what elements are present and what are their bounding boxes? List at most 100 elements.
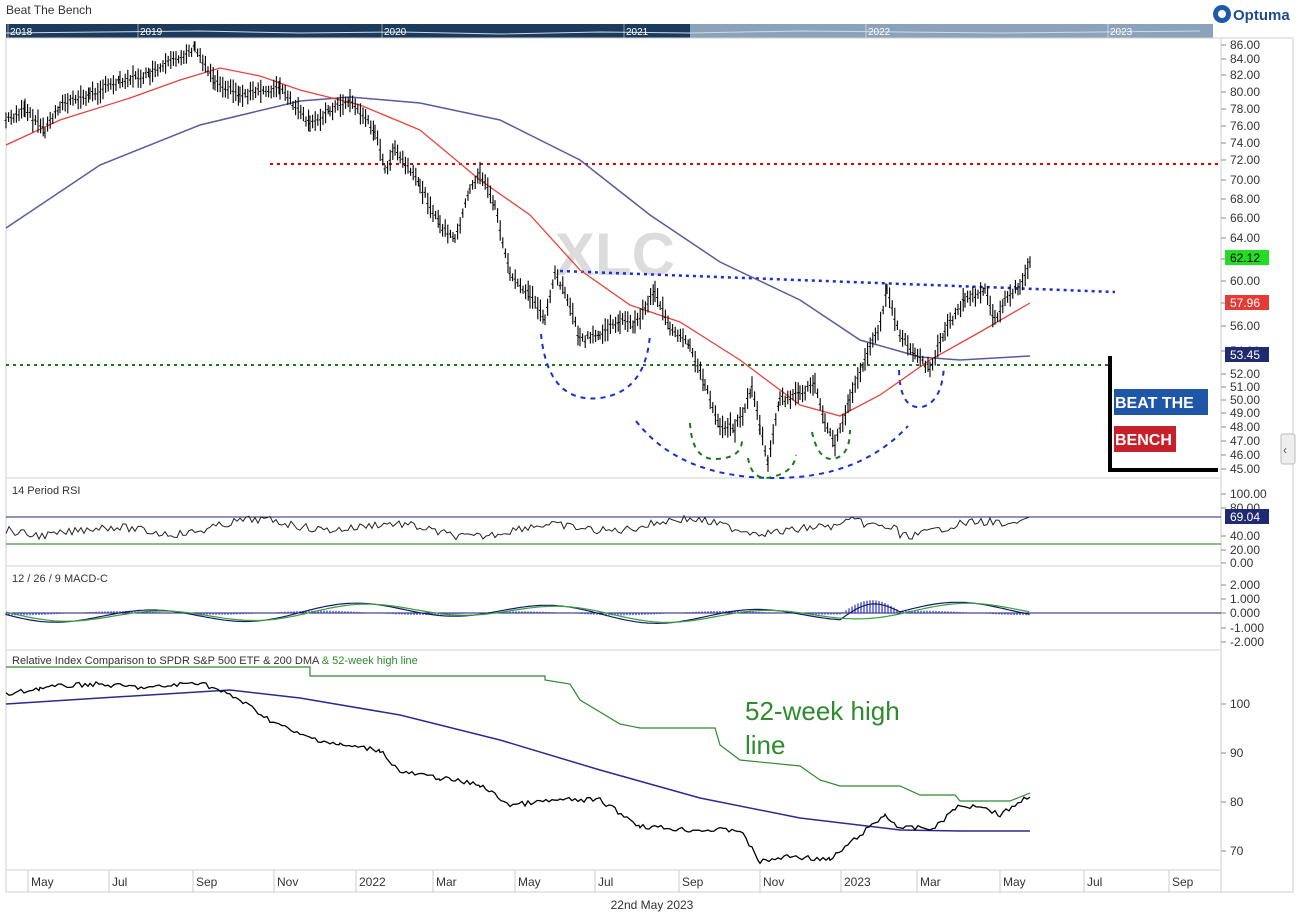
x-tick-label: 2023 bbox=[844, 875, 871, 889]
macd-title: 12 / 26 / 9 MACD-C bbox=[12, 573, 108, 585]
relative-tick-label: 80 bbox=[1230, 795, 1244, 809]
timeline-year-2019: 2019 bbox=[140, 27, 163, 38]
relative-title: Relative Index Comparison to SPDR S&P 50… bbox=[12, 655, 418, 667]
rsi-panel: 14 Period RSI 100.0080.0040.0020.000.00 … bbox=[5, 485, 1269, 570]
macd-tick-label: 2.000 bbox=[1230, 578, 1260, 592]
x-tick-label: 2022 bbox=[359, 875, 386, 889]
price-tick-label: 47.00 bbox=[1230, 434, 1260, 448]
timeline-year-2018: 2018 bbox=[10, 27, 33, 38]
price-tick-label: 72.00 bbox=[1230, 153, 1260, 167]
ma50-line bbox=[5, 67, 1031, 417]
timeline-year-2021: 2021 bbox=[626, 27, 649, 38]
rsi-tick-label: 40.00 bbox=[1230, 529, 1260, 543]
relative-axis: 100 90 80 70 bbox=[1221, 697, 1250, 858]
relative-comparison-panel: Relative Index Comparison to SPDR S&P 50… bbox=[5, 655, 1250, 865]
macd-panel: 12 / 26 / 9 MACD-C 2.0001.0000.000-1.000… bbox=[5, 573, 1264, 649]
x-tick-label: Jul bbox=[112, 875, 127, 889]
price-tick-label: 68.00 bbox=[1230, 192, 1260, 206]
x-tick-label: Mar bbox=[920, 875, 941, 889]
annotation-line: line bbox=[745, 730, 785, 760]
macd-tick-label: 1.000 bbox=[1230, 592, 1260, 606]
timeline-year-2022: 2022 bbox=[868, 27, 891, 38]
x-tick-label: May bbox=[1003, 875, 1026, 889]
timeline-year-2020: 2020 bbox=[384, 27, 407, 38]
price-tick-label: 80.00 bbox=[1230, 85, 1260, 99]
relative-tick-label: 100 bbox=[1230, 697, 1250, 711]
svg-text:62.12: 62.12 bbox=[1230, 251, 1260, 265]
app-title: Beat The Bench bbox=[6, 3, 92, 17]
last-price-badge: 62.12 bbox=[1225, 250, 1269, 265]
scroll-right-button[interactable]: ‹ bbox=[1280, 433, 1296, 465]
rsi-tick-label: 100.00 bbox=[1230, 487, 1267, 501]
beat-the-bench-logo: BEAT THE BENCH bbox=[1108, 356, 1218, 472]
price-tick-label: 78.00 bbox=[1230, 102, 1260, 116]
price-tick-label: 66.00 bbox=[1230, 211, 1260, 225]
ma200-line bbox=[5, 96, 1031, 361]
timeline-year-2023: 2023 bbox=[1110, 27, 1133, 38]
chevron-left-icon: ‹ bbox=[1283, 443, 1287, 457]
rsi-title: 14 Period RSI bbox=[12, 485, 80, 497]
macd-tick-label: 0.000 bbox=[1230, 606, 1260, 620]
price-tick-label: 51.00 bbox=[1230, 380, 1260, 394]
price-tick-label: 64.00 bbox=[1230, 231, 1260, 245]
price-tick-label: 74.00 bbox=[1230, 136, 1260, 150]
optuma-brand: Optuma bbox=[1233, 7, 1290, 24]
svg-text:57.96: 57.96 bbox=[1230, 296, 1260, 310]
rsi-line bbox=[5, 514, 1030, 541]
relative-tick-label: 70 bbox=[1230, 844, 1244, 858]
x-tick-label: Jul bbox=[598, 875, 613, 889]
relative-tick-label: 90 bbox=[1230, 746, 1244, 760]
relative-line bbox=[5, 680, 1031, 865]
macd-tick-label: -1.000 bbox=[1230, 621, 1264, 635]
price-tick-label: 76.00 bbox=[1230, 119, 1260, 133]
annotation-52-week-high: 52-week high bbox=[745, 696, 900, 726]
macd-signal-line bbox=[5, 602, 1030, 624]
x-tick-label: Sep bbox=[682, 875, 704, 889]
high52-line bbox=[6, 666, 1031, 802]
x-tick-label: Sep bbox=[196, 875, 218, 889]
x-tick-label: Mar bbox=[436, 875, 457, 889]
price-tick-label: 84.00 bbox=[1230, 52, 1260, 66]
logo-line1: BEAT THE bbox=[1115, 395, 1194, 412]
relative-ma-line bbox=[5, 689, 1030, 832]
price-tick-label: 56.00 bbox=[1230, 319, 1260, 333]
timeline-navigator[interactable]: 2018 2019 2020 2021 2022 2023 bbox=[5, 24, 1213, 38]
head-and-shoulders-arcs bbox=[540, 333, 945, 480]
logo-line2: BENCH bbox=[1115, 432, 1172, 449]
ma200-badge: 53.45 bbox=[1225, 347, 1269, 362]
x-tick-label: Jul bbox=[1087, 875, 1102, 889]
price-tick-label: 82.00 bbox=[1230, 68, 1260, 82]
svg-text:69.04: 69.04 bbox=[1230, 510, 1260, 524]
ma50-badge: 57.96 bbox=[1225, 295, 1269, 310]
rsi-tick-label: 0.00 bbox=[1230, 556, 1254, 570]
chart-date: 22nd May 2023 bbox=[611, 898, 694, 912]
price-tick-label: 60.00 bbox=[1230, 274, 1260, 288]
price-tick-label: 52.00 bbox=[1230, 367, 1260, 381]
svg-text:53.45: 53.45 bbox=[1230, 348, 1260, 362]
price-tick-label: 48.00 bbox=[1230, 420, 1260, 434]
x-tick-label: Nov bbox=[277, 875, 298, 889]
price-tick-label: 50.00 bbox=[1230, 393, 1260, 407]
x-tick-label: May bbox=[31, 875, 54, 889]
price-tick-label: 86.00 bbox=[1230, 38, 1260, 52]
panel-frames bbox=[5, 37, 1294, 893]
price-bars bbox=[4, 41, 1031, 472]
price-tick-label: 70.00 bbox=[1230, 173, 1260, 187]
price-tick-label: 45.00 bbox=[1230, 462, 1260, 476]
rsi-tick-label: 20.00 bbox=[1230, 543, 1260, 557]
optuma-logo: Optuma bbox=[1213, 5, 1290, 24]
x-axis: May Jul Sep Nov 2022 Mar May Jul Sep Nov 2023 Mar Ma… bbox=[27, 870, 1194, 892]
rsi-badge: 69.04 bbox=[1225, 509, 1269, 524]
price-tick-label: 49.00 bbox=[1230, 406, 1260, 420]
x-tick-label: Sep bbox=[1172, 875, 1194, 889]
ticker-watermark: XLC bbox=[555, 221, 675, 288]
timeline-selected-range[interactable] bbox=[6, 24, 690, 38]
price-tick-label: 46.00 bbox=[1230, 448, 1260, 462]
macd-tick-label: -2.000 bbox=[1230, 635, 1264, 649]
x-tick-label: May bbox=[518, 875, 541, 889]
x-tick-label: Nov bbox=[763, 875, 784, 889]
